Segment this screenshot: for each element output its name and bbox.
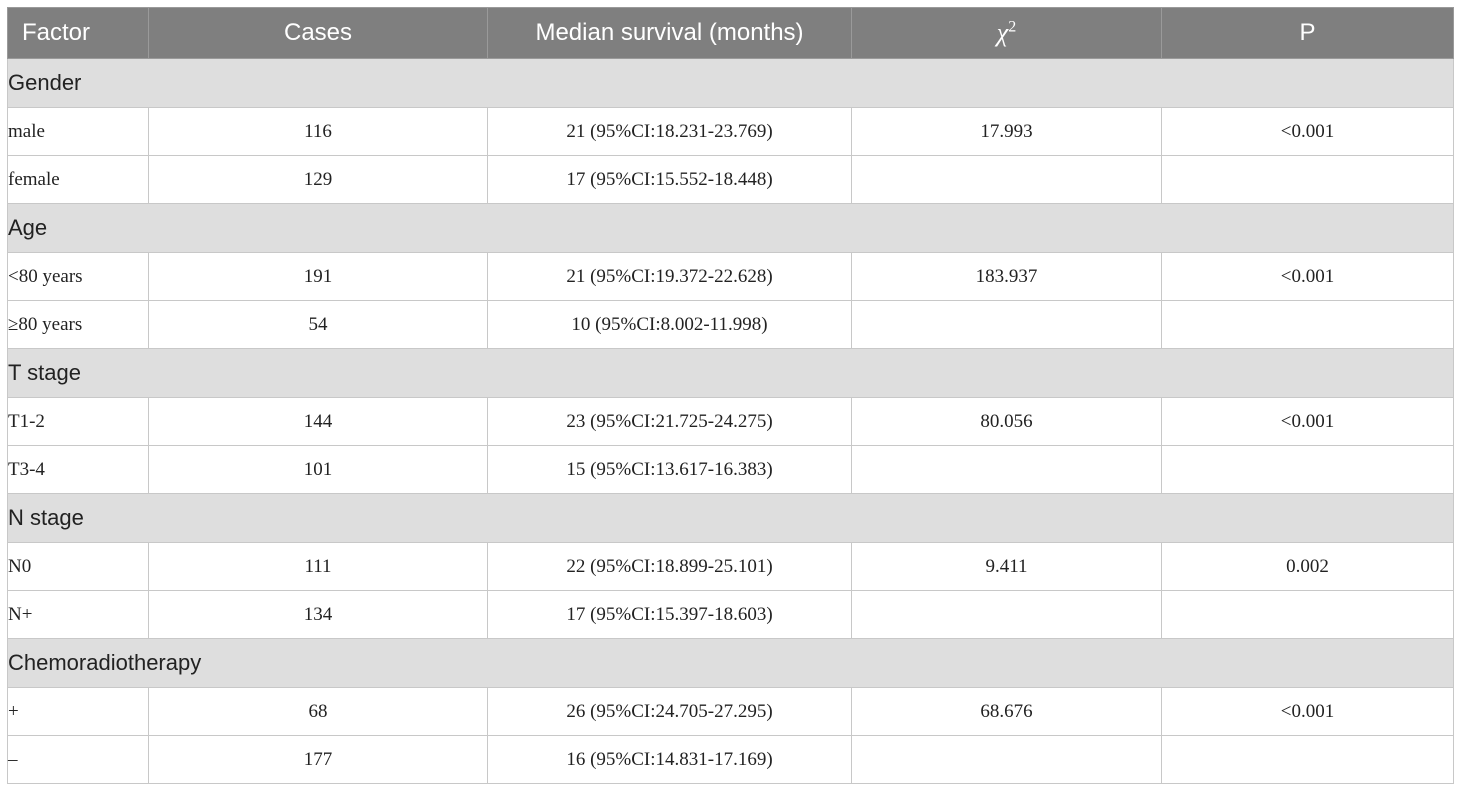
cell-median-survival: 17 (95%CI:15.552-18.448) bbox=[487, 155, 852, 204]
cell-chi-square bbox=[851, 590, 1162, 639]
cell-chi-square: 68.676 bbox=[851, 687, 1162, 736]
cell-factor: N+ bbox=[7, 590, 149, 639]
cell-median-survival: 23 (95%CI:21.725-24.275) bbox=[487, 397, 852, 446]
cell-median-survival: 21 (95%CI:19.372-22.628) bbox=[487, 252, 852, 301]
cell-p-value bbox=[1161, 735, 1454, 784]
cell-p-value: <0.001 bbox=[1161, 397, 1454, 446]
table-row: +68 26 (95%CI:24.705-27.295) 68.676 <0.001 bbox=[7, 687, 1454, 736]
table-row: male 116 21 (95%CI:18.231-23.769) 17.993 <0.… bbox=[7, 107, 1454, 156]
cell-cases: 54 bbox=[148, 300, 488, 349]
header-p-value: P bbox=[1161, 7, 1454, 59]
cell-cases: 177 bbox=[148, 735, 488, 784]
cell-factor: T1-2 bbox=[7, 397, 149, 446]
cell-factor: – bbox=[7, 735, 149, 784]
group-row: Chemoradiotherapy bbox=[7, 638, 1454, 688]
cell-p-value bbox=[1161, 155, 1454, 204]
cell-chi-square bbox=[851, 300, 1162, 349]
cell-factor: female bbox=[7, 155, 149, 204]
cell-p-value bbox=[1161, 445, 1454, 494]
group-label: T stage bbox=[7, 348, 1454, 398]
cell-chi-square: 183.937 bbox=[851, 252, 1162, 301]
cell-chi-square: 17.993 bbox=[851, 107, 1162, 156]
cell-cases: 116 bbox=[148, 107, 488, 156]
cell-p-value bbox=[1161, 300, 1454, 349]
group-row: T stage bbox=[7, 348, 1454, 398]
table-row: N0 111 22 (95%CI:18.899-25.101) 9.411 0.002 bbox=[7, 542, 1454, 591]
cell-median-survival: 17 (95%CI:15.397-18.603) bbox=[487, 590, 852, 639]
group-label: N stage bbox=[7, 493, 1454, 543]
cell-factor: N0 bbox=[7, 542, 149, 591]
cell-median-survival: 15 (95%CI:13.617-16.383) bbox=[487, 445, 852, 494]
group-row: N stage bbox=[7, 493, 1454, 543]
header-factor: Factor bbox=[7, 7, 149, 59]
cell-factor: + bbox=[7, 687, 149, 736]
cell-cases: 134 bbox=[148, 590, 488, 639]
cell-median-survival: 10 (95%CI:8.002-11.998) bbox=[487, 300, 852, 349]
group-label: Age bbox=[7, 203, 1454, 253]
table-row: N+ 134 17 (95%CI:15.397-18.603) bbox=[7, 590, 1454, 639]
cell-median-survival: 16 (95%CI:14.831-17.169) bbox=[487, 735, 852, 784]
cell-p-value: <0.001 bbox=[1161, 107, 1454, 156]
cell-cases: 101 bbox=[148, 445, 488, 494]
cell-p-value bbox=[1161, 590, 1454, 639]
cell-median-survival: 22 (95%CI:18.899-25.101) bbox=[487, 542, 852, 591]
cell-chi-square bbox=[851, 735, 1162, 784]
cell-median-survival: 21 (95%CI:18.231-23.769) bbox=[487, 107, 852, 156]
cell-cases: 111 bbox=[148, 542, 488, 591]
table-row: –177 16 (95%CI:14.831-17.169) bbox=[7, 735, 1454, 784]
cell-chi-square bbox=[851, 155, 1162, 204]
header-cases: Cases bbox=[148, 7, 488, 59]
table-row: <80 years 191 21 (95%CI:19.372-22.628) 183.… bbox=[7, 252, 1454, 301]
chi-symbol: χ bbox=[996, 18, 1009, 47]
cell-p-value: <0.001 bbox=[1161, 252, 1454, 301]
cell-cases: 129 bbox=[148, 155, 488, 204]
header-median-survival: Median survival (months) bbox=[487, 7, 852, 59]
cell-p-value: 0.002 bbox=[1161, 542, 1454, 591]
group-label: Gender bbox=[7, 58, 1454, 108]
chi-superscript: 2 bbox=[1008, 18, 1017, 36]
cell-chi-square: 80.056 bbox=[851, 397, 1162, 446]
cell-chi-square bbox=[851, 445, 1162, 494]
cell-factor: male bbox=[7, 107, 149, 156]
cell-factor: ≥80 years bbox=[7, 300, 149, 349]
group-row: Age bbox=[7, 203, 1454, 253]
cell-cases: 191 bbox=[148, 252, 488, 301]
cell-cases: 68 bbox=[148, 687, 488, 736]
cell-factor: T3-4 bbox=[7, 445, 149, 494]
table-row: T1-2 144 23 (95%CI:21.725-24.275) 80.056 <0.… bbox=[7, 397, 1454, 446]
cell-cases: 144 bbox=[148, 397, 488, 446]
cell-factor: <80 years bbox=[7, 252, 149, 301]
survival-table: Factor Cases Median survival (months) χ2… bbox=[7, 7, 1454, 784]
table-row: ≥80 years 54 10 (95%CI:8.002-11.998) bbox=[7, 300, 1454, 349]
table-row: female 129 17 (95%CI:15.552-18.448) bbox=[7, 155, 1454, 204]
table-body: Gender male 116 21 (95%CI:18.231-23.769) 17.… bbox=[7, 58, 1454, 784]
header-row: Factor Cases Median survival (months) χ2… bbox=[7, 7, 1454, 59]
group-row: Gender bbox=[7, 58, 1454, 108]
cell-median-survival: 26 (95%CI:24.705-27.295) bbox=[487, 687, 852, 736]
group-label: Chemoradiotherapy bbox=[7, 638, 1454, 688]
header-chi-square: χ2 bbox=[851, 7, 1162, 59]
table-row: T3-4 101 15 (95%CI:13.617-16.383) bbox=[7, 445, 1454, 494]
cell-chi-square: 9.411 bbox=[851, 542, 1162, 591]
cell-p-value: <0.001 bbox=[1161, 687, 1454, 736]
